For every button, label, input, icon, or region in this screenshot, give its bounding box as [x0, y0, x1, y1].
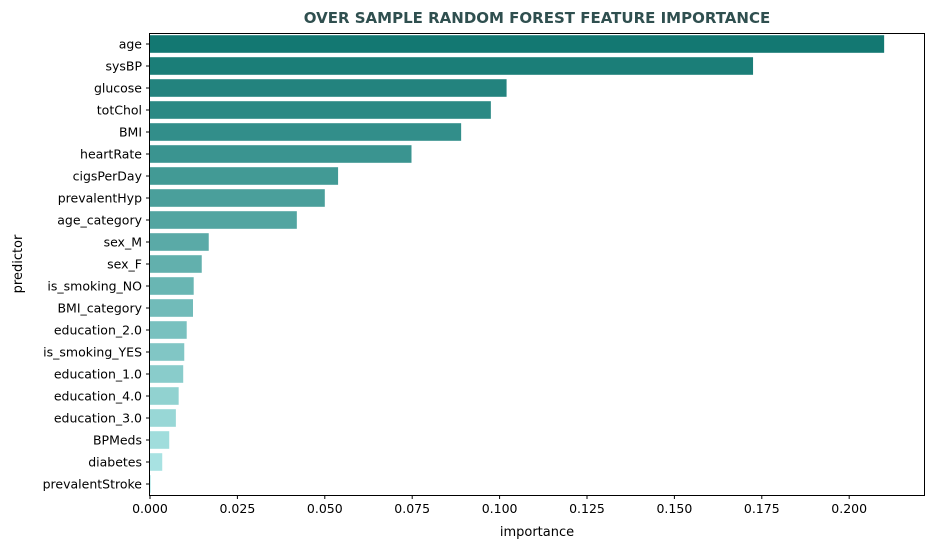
y-tick-label: prevalentHyp: [58, 191, 142, 206]
bar-BPMeds: [150, 431, 170, 449]
bar-education_3.0: [150, 409, 176, 427]
y-tick-label: totChol: [97, 103, 142, 118]
y-tick-label: BPMeds: [93, 433, 142, 448]
bar-age: [150, 35, 885, 53]
x-tick-label: 0.075: [394, 501, 430, 516]
bar-sex_M: [150, 233, 209, 251]
y-tick-label: age: [119, 37, 143, 52]
bar-sex_F: [150, 255, 202, 273]
bar-education_1.0: [150, 365, 184, 383]
bar-age_category: [150, 211, 297, 229]
y-tick-label: education_3.0: [54, 411, 142, 426]
bar-BMI: [150, 123, 462, 141]
y-axis-label: predictor: [11, 234, 26, 293]
bar-BMI_category: [150, 299, 193, 317]
x-tick-label: 0.025: [219, 501, 255, 516]
y-tick-label: is_smoking_YES: [43, 345, 142, 360]
x-axis-label: importance: [500, 525, 574, 540]
y-tick-label: education_1.0: [54, 367, 142, 382]
y-tick-label: BMI: [119, 125, 142, 140]
bar-diabetes: [150, 453, 163, 471]
y-tick-label: age_category: [57, 213, 142, 228]
bar-is_smoking_NO: [150, 277, 194, 295]
x-tick-labels: 0.000 0.025 0.050 0.075 0.100 0.125 0.150 0.175…: [132, 495, 867, 516]
y-tick-label: glucose: [94, 81, 142, 96]
bar-education_4.0: [150, 387, 179, 405]
bar-education_2.0: [150, 321, 187, 339]
y-tick-label: education_2.0: [54, 323, 142, 338]
x-tick-label: 0.150: [656, 501, 692, 516]
bar-glucose: [150, 79, 507, 97]
y-tick-label: is_smoking_NO: [47, 279, 142, 294]
bar-sysBP: [150, 57, 754, 75]
x-tick-label: 0.125: [569, 501, 605, 516]
x-tick-label: 0.050: [307, 501, 343, 516]
y-tick-label: heartRate: [80, 147, 142, 162]
y-tick-label: cigsPerDay: [73, 169, 143, 184]
y-tick-labels: age sysBP glucose totChol BMI heartRate cigsPe…: [43, 37, 150, 492]
bars-group: [150, 35, 885, 493]
y-tick-label: diabetes: [88, 455, 142, 470]
y-tick-label: sysBP: [105, 59, 142, 74]
bar-heartRate: [150, 145, 412, 163]
y-tick-label: sex_M: [104, 235, 142, 250]
bar-prevalentHyp: [150, 189, 325, 207]
x-tick-label: 0.175: [744, 501, 780, 516]
y-tick-label: education_4.0: [54, 389, 142, 404]
bar-prevalentStroke: [150, 475, 151, 493]
plot-frame: [149, 33, 925, 496]
x-tick-label: 0.000: [132, 501, 168, 516]
y-tick-label: sex_F: [107, 257, 142, 272]
x-tick-label: 0.200: [831, 501, 867, 516]
y-tick-label: BMI_category: [57, 301, 142, 316]
bar-totChol: [150, 101, 491, 119]
x-tick-label: 0.100: [482, 501, 518, 516]
chart-title: OVER SAMPLE RANDOM FOREST FEATURE IMPORT…: [304, 9, 770, 27]
bar-cigsPerDay: [150, 167, 339, 185]
bar-is_smoking_YES: [150, 343, 185, 361]
y-tick-label: prevalentStroke: [43, 477, 143, 492]
